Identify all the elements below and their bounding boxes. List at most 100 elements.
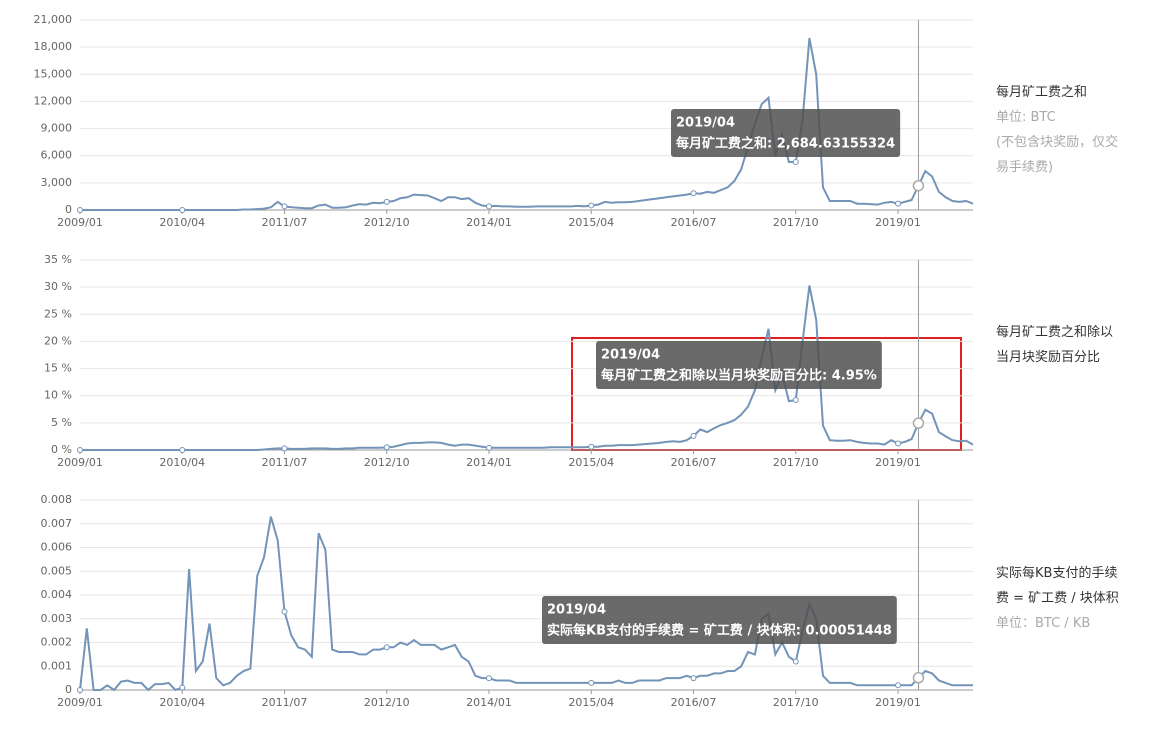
point xyxy=(895,440,902,447)
x-tick-label: 2016/07 xyxy=(671,456,717,469)
x-tick-label: 2010/04 xyxy=(159,216,205,229)
x-tick-label: 2015/04 xyxy=(568,456,614,469)
point xyxy=(383,198,390,205)
hover-point xyxy=(912,672,925,684)
y-tick-label: 0.007 xyxy=(41,517,73,530)
side-panel: 每月矿工费之和除以当月块奖励百分比 xyxy=(996,320,1120,370)
point xyxy=(588,443,595,450)
x-tick-label: 2011/07 xyxy=(262,216,308,229)
x-tick-label: 2014/01 xyxy=(466,696,512,709)
point xyxy=(690,675,697,682)
y-tick-label: 0.006 xyxy=(41,541,73,554)
tooltip-bg xyxy=(596,341,882,389)
x-tick-label: 2009/01 xyxy=(57,696,103,709)
y-tick-label: 20 % xyxy=(44,334,72,347)
x-tick-label: 2012/10 xyxy=(364,696,410,709)
point xyxy=(486,444,493,451)
x-tick-label: 2010/04 xyxy=(159,696,205,709)
y-tick-label: 0.005 xyxy=(41,564,73,577)
y-tick-label: 0 % xyxy=(51,443,72,456)
line xyxy=(79,516,973,692)
point xyxy=(486,675,493,682)
legend-title: 每月矿工费之和除以当月块奖励百分比 xyxy=(996,325,1114,365)
y-tick-label: 0.003 xyxy=(41,612,73,625)
x-tick-label: 2019/01 xyxy=(875,456,921,469)
y-tick-label: 18,000 xyxy=(34,40,73,53)
y-tick-label: 25 % xyxy=(44,307,72,320)
tooltip-bg xyxy=(542,596,897,644)
x-tick-label: 2009/01 xyxy=(57,456,103,469)
point xyxy=(179,684,186,691)
point xyxy=(895,682,902,689)
tooltip-bg xyxy=(671,109,901,157)
y-tick-label: 6,000 xyxy=(41,149,73,162)
hover-point xyxy=(912,417,925,429)
y-tick-label: 0 xyxy=(65,203,72,216)
y-tick-label: 15 % xyxy=(44,362,72,375)
point xyxy=(77,687,83,693)
x-tick-label: 2014/01 xyxy=(466,216,512,229)
y-tick-label: 21,000 xyxy=(34,13,73,26)
legend-title: 每月矿工费之和 xyxy=(996,85,1088,100)
x-tick-label: 2019/01 xyxy=(875,696,921,709)
point xyxy=(179,207,186,213)
hover-point xyxy=(912,179,925,192)
x-tick-label: 2017/10 xyxy=(773,216,819,229)
tooltip-date: 2019/04 xyxy=(676,116,735,131)
point xyxy=(588,679,595,686)
point xyxy=(281,203,288,210)
x-tick-label: 2012/10 xyxy=(364,216,410,229)
y-tick-label: 0.002 xyxy=(41,636,73,649)
y-tick-label: 0.004 xyxy=(41,588,73,601)
x-tick-label: 2015/04 xyxy=(568,696,614,709)
y-tick-label: 0 xyxy=(65,683,72,696)
unit: 单位: BTC xyxy=(996,110,1056,125)
unit: 单位：BTC / KB xyxy=(996,616,1091,631)
note: (不包含块奖励，仅交易手续费) xyxy=(996,135,1119,175)
side-panel: 每月矿工费之和 单位: BTC (不包含块奖励，仅交易手续费) xyxy=(996,80,1120,180)
x-tick-label: 2017/10 xyxy=(773,696,819,709)
point xyxy=(588,202,595,209)
y-tick-label: 5 % xyxy=(51,416,72,429)
x-tick-label: 2011/07 xyxy=(262,696,308,709)
y-tick-label: 10 % xyxy=(44,389,72,402)
point xyxy=(792,397,799,404)
y-tick-label: 15,000 xyxy=(34,67,73,80)
point xyxy=(792,658,799,665)
legend-title: 实际每KB支付的手续费 = 矿工费 / 块体积 xyxy=(996,566,1119,606)
x-tick-label: 2016/07 xyxy=(671,696,717,709)
tooltip: 2019/04 每月矿工费之和除以当月块奖励百分比: 4.95% xyxy=(596,341,882,389)
side-panel: 实际每KB支付的手续费 = 矿工费 / 块体积 单位：BTC / KB xyxy=(996,561,1120,636)
x-tick-label: 2019/01 xyxy=(875,216,921,229)
tooltip-text: 每月矿工费之和除以当月块奖励百分比: 4.95% xyxy=(601,368,877,384)
point xyxy=(383,444,390,451)
x-tick-label: 2012/10 xyxy=(364,456,410,469)
point xyxy=(77,207,83,213)
x-tick-label: 2015/04 xyxy=(568,216,614,229)
tooltip-text: 每月矿工费之和: 2,684.63155324 xyxy=(676,136,895,152)
y-tick-label: 35 % xyxy=(44,253,72,266)
y-tick-label: 30 % xyxy=(44,280,72,293)
x-tick-label: 2010/04 xyxy=(159,456,205,469)
point xyxy=(792,159,799,166)
y-tick-label: 12,000 xyxy=(34,94,73,107)
y-tick-label: 3,000 xyxy=(41,176,73,189)
tooltip-date: 2019/04 xyxy=(601,348,660,363)
point xyxy=(77,447,83,453)
x-tick-label: 2014/01 xyxy=(466,456,512,469)
point xyxy=(895,200,902,207)
point xyxy=(179,447,186,453)
tooltip-date: 2019/04 xyxy=(547,603,606,618)
point xyxy=(383,644,390,651)
x-tick-label: 2016/07 xyxy=(671,216,717,229)
y-tick-label: 0.008 xyxy=(41,493,73,506)
point xyxy=(281,445,288,452)
point xyxy=(690,190,697,197)
point xyxy=(486,203,493,210)
tooltip-text: 实际每KB支付的手续费 = 矿工费 / 块体积: 0.00051448 xyxy=(547,623,892,639)
line xyxy=(80,37,974,211)
point xyxy=(690,432,697,439)
y-tick-label: 0.001 xyxy=(41,659,73,672)
x-tick-label: 2009/01 xyxy=(57,216,103,229)
